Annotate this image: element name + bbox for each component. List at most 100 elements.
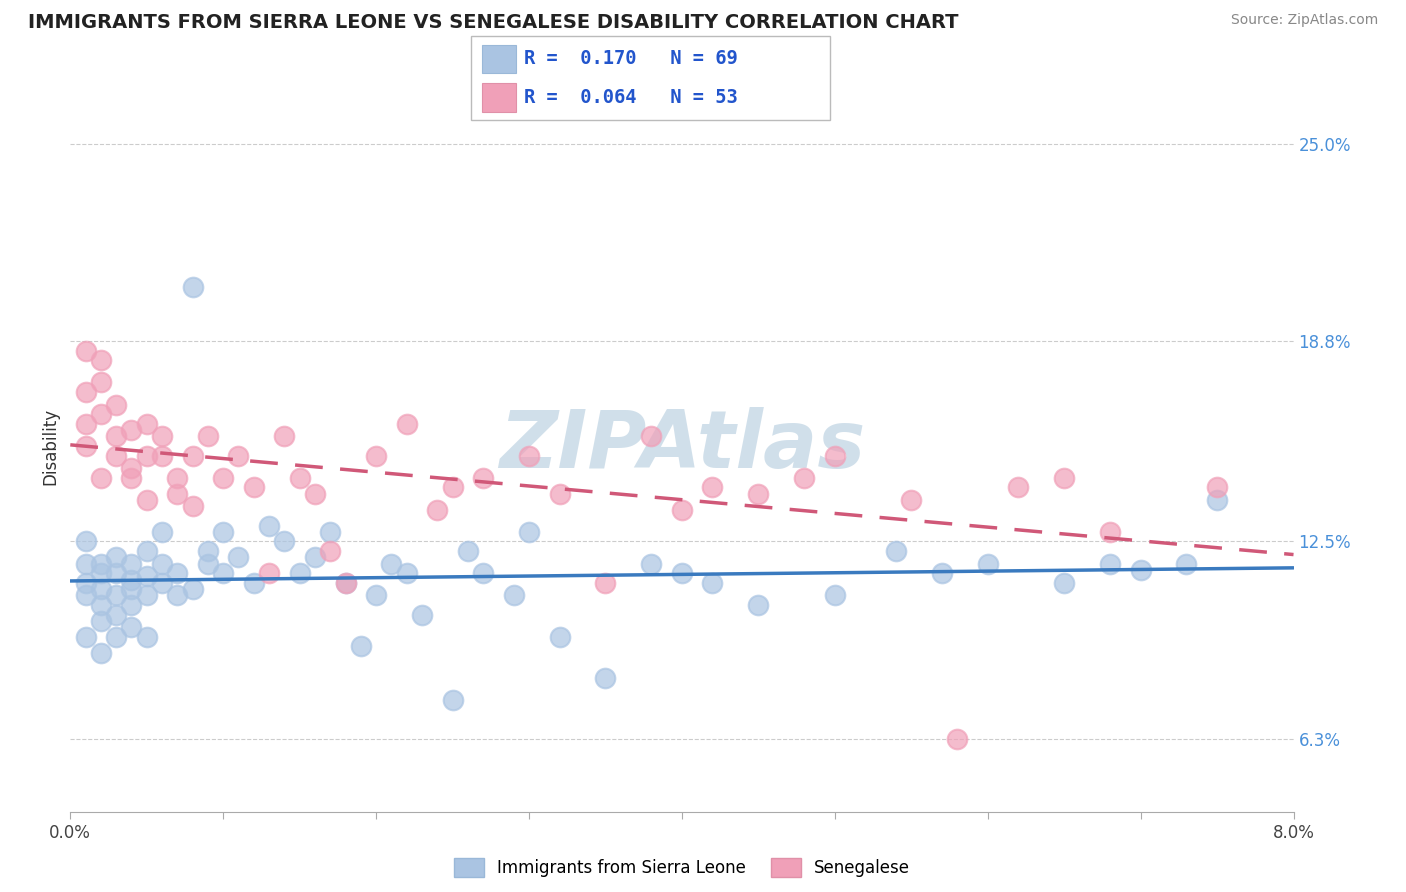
Point [135, 544, 157, 558]
Point [671, 566, 693, 581]
Point [105, 398, 128, 412]
Point [121, 423, 143, 437]
Point [105, 607, 128, 622]
Point [395, 566, 418, 581]
Text: ZIPAtlas: ZIPAtlas [499, 407, 865, 485]
Y-axis label: Disability: Disability [41, 408, 59, 484]
Point [335, 575, 357, 590]
Point [135, 493, 157, 508]
Point [135, 449, 157, 463]
Point [380, 557, 402, 571]
Point [90, 376, 112, 390]
Text: Source: ZipAtlas.com: Source: ZipAtlas.com [1230, 13, 1378, 28]
Point [90, 646, 112, 660]
Point [900, 493, 922, 508]
Point [257, 566, 280, 581]
Point [946, 731, 969, 746]
Point [747, 486, 769, 500]
Point [121, 620, 143, 634]
Point [150, 557, 173, 571]
Point [243, 575, 266, 590]
Point [90, 582, 112, 596]
Point [304, 486, 326, 500]
Point [411, 607, 433, 622]
Point [90, 614, 112, 628]
Text: R =  0.170   N = 69: R = 0.170 N = 69 [524, 49, 738, 69]
Point [105, 449, 128, 463]
Point [319, 524, 342, 539]
Text: IMMIGRANTS FROM SIERRA LEONE VS SENEGALESE DISABILITY CORRELATION CHART: IMMIGRANTS FROM SIERRA LEONE VS SENEGALE… [28, 13, 959, 32]
Point [441, 480, 464, 494]
Legend: Immigrants from Sierra Leone, Senegalese: Immigrants from Sierra Leone, Senegalese [447, 851, 917, 884]
Point [1099, 524, 1122, 539]
Point [426, 502, 449, 516]
Point [1099, 557, 1122, 571]
Point [105, 566, 128, 581]
Point [1053, 575, 1076, 590]
Point [90, 557, 112, 571]
Point [197, 557, 219, 571]
Point [288, 566, 311, 581]
Point [150, 449, 173, 463]
Point [548, 630, 571, 644]
Point [671, 502, 693, 516]
Point [150, 524, 173, 539]
Point [1129, 563, 1152, 577]
Point [1007, 480, 1029, 494]
Point [135, 569, 157, 583]
Point [121, 461, 143, 475]
Point [75, 439, 97, 453]
Point [288, 471, 311, 485]
Point [181, 500, 204, 514]
Point [1053, 471, 1076, 485]
Point [181, 280, 204, 294]
Point [747, 598, 769, 612]
Point [75, 384, 97, 399]
Point [457, 544, 479, 558]
Point [395, 417, 418, 431]
Point [350, 640, 373, 654]
Text: R =  0.064   N = 53: R = 0.064 N = 53 [524, 87, 738, 107]
Point [517, 524, 540, 539]
Point [135, 630, 157, 644]
Point [702, 480, 724, 494]
Point [75, 557, 97, 571]
Point [931, 566, 953, 581]
Point [75, 534, 97, 549]
Point [212, 524, 235, 539]
Point [75, 343, 97, 358]
Point [197, 429, 219, 443]
Point [135, 417, 157, 431]
Point [121, 557, 143, 571]
Point [121, 573, 143, 587]
Point [640, 557, 662, 571]
Point [75, 630, 97, 644]
Point [319, 544, 342, 558]
Point [90, 471, 112, 485]
Point [212, 471, 235, 485]
Point [228, 550, 250, 565]
Point [793, 471, 815, 485]
Point [181, 449, 204, 463]
Point [228, 449, 250, 463]
Point [150, 575, 173, 590]
Point [335, 575, 357, 590]
Point [105, 550, 128, 565]
Point [105, 429, 128, 443]
Point [197, 544, 219, 558]
Point [105, 630, 128, 644]
Point [884, 544, 907, 558]
Point [105, 589, 128, 603]
Point [181, 582, 204, 596]
Point [273, 429, 295, 443]
Point [257, 518, 280, 533]
Point [166, 486, 188, 500]
Point [166, 589, 188, 603]
Point [166, 566, 188, 581]
Point [824, 589, 846, 603]
Point [90, 407, 112, 421]
Point [441, 693, 464, 707]
Point [1206, 480, 1229, 494]
Point [595, 575, 617, 590]
Point [517, 449, 540, 463]
